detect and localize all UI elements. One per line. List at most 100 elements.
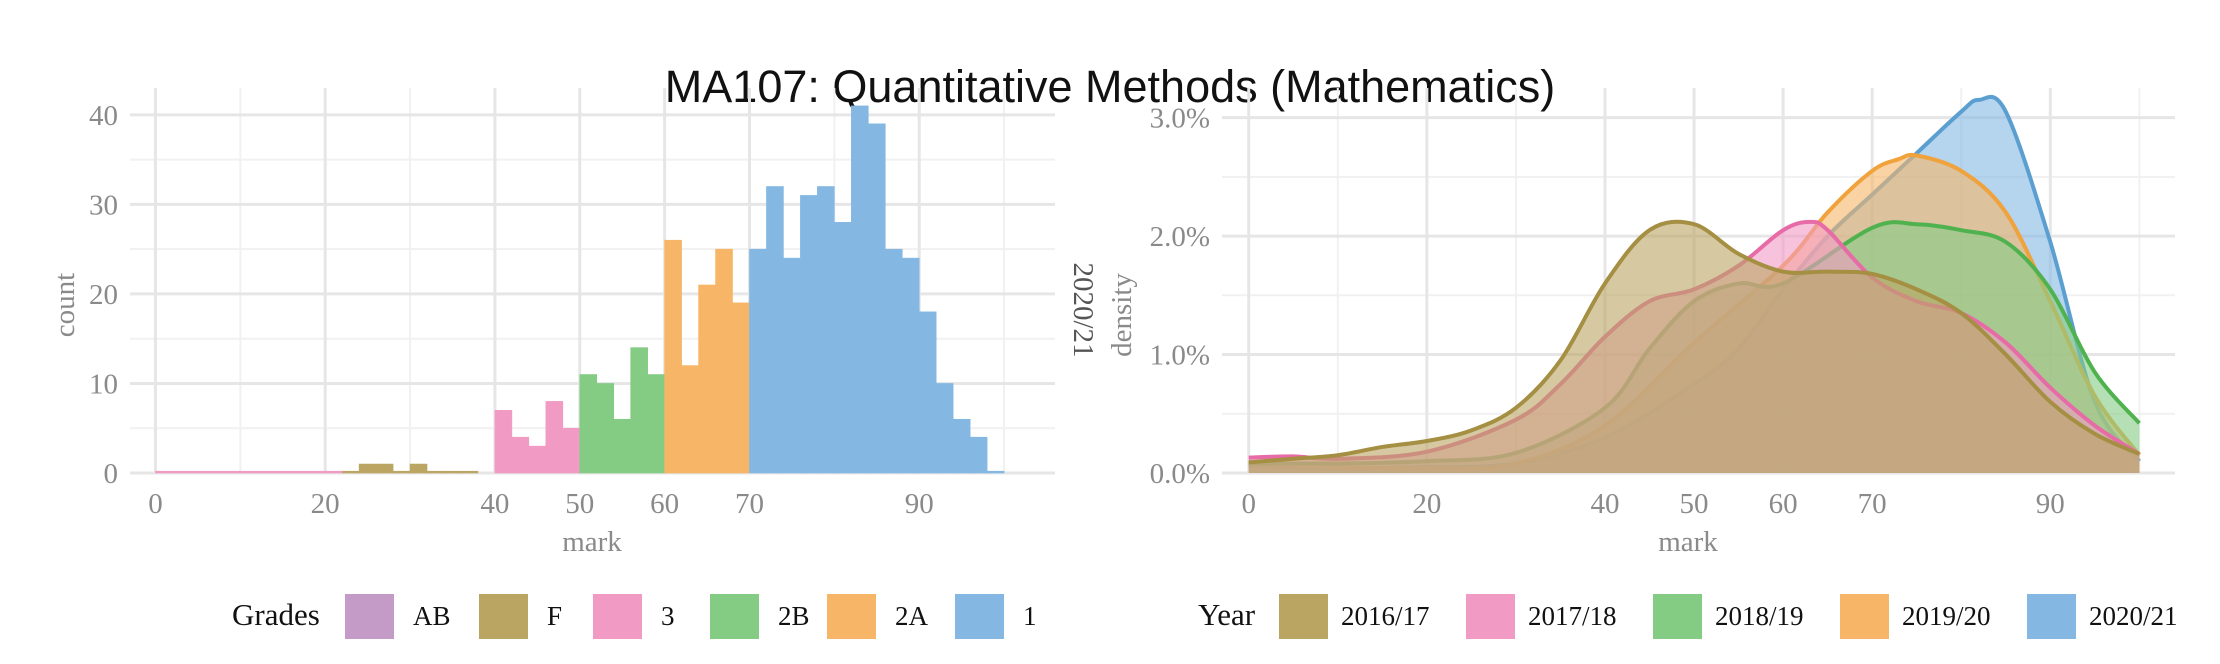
histogram-bar xyxy=(986,470,1005,474)
histogram-bar xyxy=(630,347,648,474)
histogram-bar xyxy=(426,470,445,474)
histogram-bar xyxy=(307,470,326,474)
legend-label: 2020/21 xyxy=(2089,601,2178,631)
legend-label: 2019/20 xyxy=(1902,601,1991,631)
grades-legend: Grades AB F 3 2B 2A 1 xyxy=(232,594,1037,639)
legend-label: 2018/19 xyxy=(1715,601,1804,631)
y-tick-label: 1.0% xyxy=(1150,340,1210,372)
histogram-bar xyxy=(460,470,479,474)
histogram-bar xyxy=(324,470,343,474)
histogram-bar xyxy=(341,470,360,474)
histogram-bar xyxy=(647,374,665,474)
histogram-bar xyxy=(901,257,920,474)
density-x-ticks: 0 20 40 50 60 70 90 xyxy=(1241,488,2064,520)
legend-label: 2016/17 xyxy=(1341,601,1430,631)
density-y-ticks: 0.0% 1.0% 2.0% 3.0% xyxy=(1150,103,1210,490)
legend-key xyxy=(1466,594,1515,639)
x-tick-label: 50 xyxy=(1680,488,1709,520)
legend-key xyxy=(1279,594,1328,639)
histogram-x-ticks: 0 20 40 50 60 70 90 xyxy=(148,488,934,520)
legend-key xyxy=(710,594,759,639)
histogram-bar xyxy=(392,470,411,474)
histogram-bar xyxy=(579,374,598,474)
histogram-bar xyxy=(918,311,937,474)
x-tick-label: 40 xyxy=(1590,488,1619,520)
histogram-bar xyxy=(545,401,564,474)
histogram-bar xyxy=(834,222,852,474)
legend-label: 1 xyxy=(1023,601,1037,631)
histogram-bar xyxy=(528,445,547,474)
legend-key xyxy=(1840,594,1889,639)
histogram-bar xyxy=(952,418,971,474)
histogram-bar xyxy=(155,470,173,474)
density-panel: 0.0% 1.0% 2.0% 3.0% 0 20 40 50 60 70 90 2020/21 m… xyxy=(1067,88,2178,639)
histogram-x-axis-label: mark xyxy=(562,526,622,558)
density-area xyxy=(1248,221,2140,473)
legend-key xyxy=(2027,594,2076,639)
histogram-bar xyxy=(664,239,682,474)
legend-label: 3 xyxy=(661,601,675,631)
histogram-bar xyxy=(851,105,869,474)
legend-key xyxy=(827,594,876,639)
legend-key xyxy=(1653,594,1702,639)
legend-label: AB xyxy=(413,601,451,631)
histogram-bar xyxy=(358,463,377,474)
histogram-y-axis-label: count xyxy=(49,273,81,337)
x-tick-label: 50 xyxy=(565,488,594,520)
histogram-bar xyxy=(172,470,190,474)
histogram-y-ticks: 0 10 20 30 40 xyxy=(89,100,118,490)
y-tick-label: 0 xyxy=(104,458,119,490)
histogram-bar xyxy=(596,383,615,474)
legend-label: F xyxy=(547,601,562,631)
x-tick-label: 20 xyxy=(1412,488,1441,520)
histogram-bar xyxy=(613,418,631,474)
legend-key xyxy=(593,594,642,639)
histogram-bar xyxy=(935,383,954,474)
histogram-bar xyxy=(868,123,886,474)
legend-key xyxy=(955,594,1004,639)
histogram-bar xyxy=(715,248,733,474)
histogram-bar xyxy=(206,470,224,474)
histogram-bar xyxy=(409,463,428,474)
density-areas xyxy=(1248,94,2141,473)
year-legend-title: Year xyxy=(1198,597,1256,632)
y-tick-label: 20 xyxy=(89,279,118,311)
histogram-bar xyxy=(256,470,275,474)
histogram-bar xyxy=(817,186,835,474)
y-tick-label: 10 xyxy=(89,368,118,400)
histogram-bar xyxy=(273,470,292,474)
density-strip-label: 2020/21 xyxy=(1067,262,1099,357)
x-tick-label: 70 xyxy=(735,488,764,520)
histogram-bar xyxy=(290,470,309,474)
density-y-axis-label: density xyxy=(1106,273,1138,357)
histogram-bar xyxy=(681,365,699,474)
histogram-bar xyxy=(375,463,394,474)
legend-label: 2017/18 xyxy=(1528,601,1617,631)
chart-title: MA107: Quantitative Methods (Mathematics… xyxy=(665,61,1555,112)
histogram-bar xyxy=(766,186,784,474)
histogram-bar xyxy=(223,470,241,474)
y-tick-label: 30 xyxy=(89,189,118,221)
x-tick-label: 0 xyxy=(148,488,163,520)
histogram-bar xyxy=(969,436,988,474)
x-tick-label: 90 xyxy=(905,488,934,520)
histogram-bar xyxy=(732,302,750,474)
histogram-bar xyxy=(443,470,462,474)
density-x-axis-label: mark xyxy=(1658,526,1718,558)
histogram-panel: 0 10 20 30 40 0 20 40 50 60 70 90 mark count Grade… xyxy=(49,88,1055,639)
histogram-bars xyxy=(155,105,1005,474)
x-tick-label: 60 xyxy=(1769,488,1798,520)
y-tick-label: 40 xyxy=(89,100,118,132)
x-tick-label: 40 xyxy=(480,488,509,520)
y-tick-label: 0.0% xyxy=(1150,458,1210,490)
histogram-bar xyxy=(189,470,207,474)
histogram-bar xyxy=(240,470,258,474)
x-tick-label: 0 xyxy=(1241,488,1256,520)
x-tick-label: 20 xyxy=(311,488,340,520)
histogram-bar xyxy=(783,257,801,474)
histogram-bar xyxy=(698,284,716,474)
x-tick-label: 90 xyxy=(2036,488,2065,520)
histogram-bar xyxy=(494,410,513,474)
density-curve xyxy=(1248,219,2141,465)
